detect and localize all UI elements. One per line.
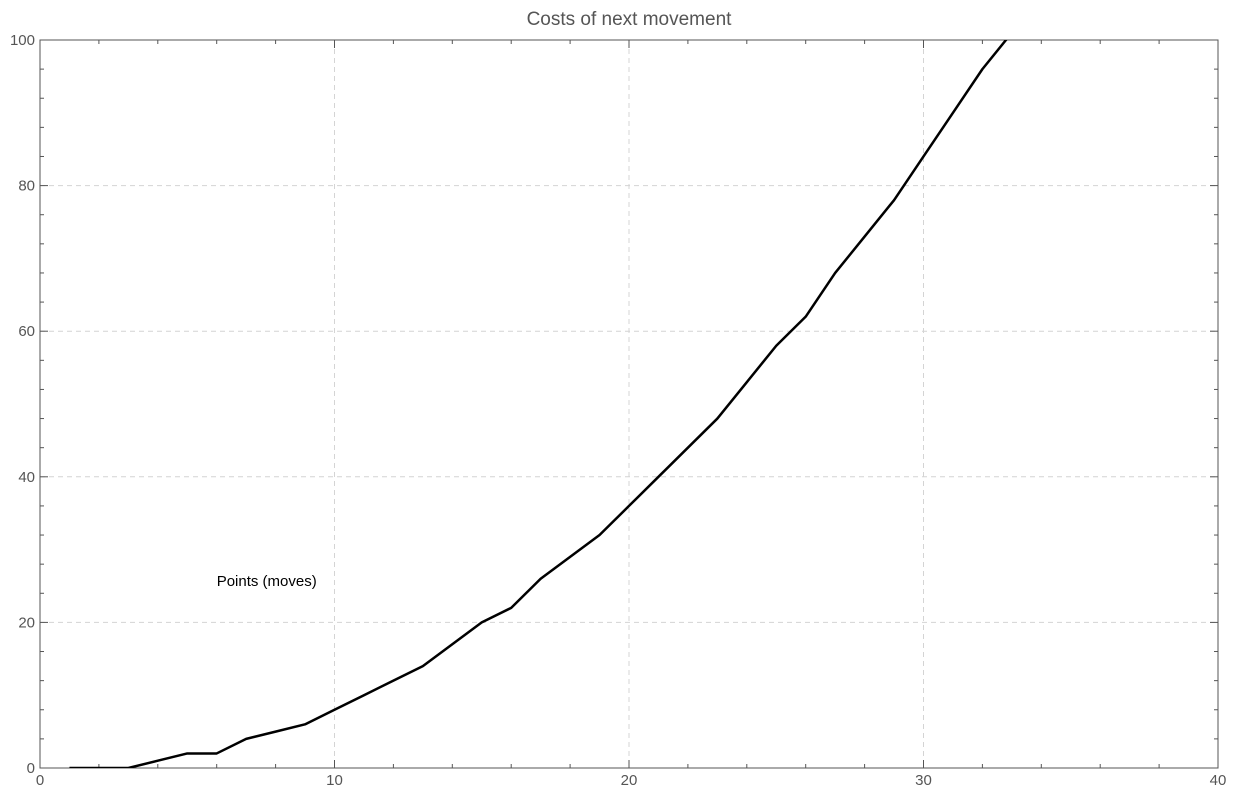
x-tick-label: 0 — [36, 772, 44, 789]
y-tick-label: 20 — [18, 614, 35, 631]
x-tick-label: 30 — [915, 772, 932, 789]
series-layer — [69, 40, 1008, 768]
y-tick-label: 40 — [18, 469, 35, 486]
x-tick-label: 20 — [621, 772, 638, 789]
chart-title: Costs of next movement — [527, 9, 733, 30]
annotation-label: Points (moves) — [217, 573, 317, 590]
ticks-layer: 0 10 20 30 40 0 20 40 60 80 100 — [10, 32, 1226, 789]
y-tick-label: 100 — [10, 32, 35, 49]
y-tick-label: 0 — [27, 760, 35, 777]
series-line — [69, 40, 1008, 768]
y-tick-label: 80 — [18, 178, 35, 195]
x-tick-label: 10 — [326, 772, 343, 789]
x-tick-label: 40 — [1210, 772, 1227, 789]
grid-layer — [40, 40, 1218, 768]
annotation-layer: Points (moves) — [217, 573, 317, 590]
y-tick-label: 60 — [18, 323, 35, 340]
